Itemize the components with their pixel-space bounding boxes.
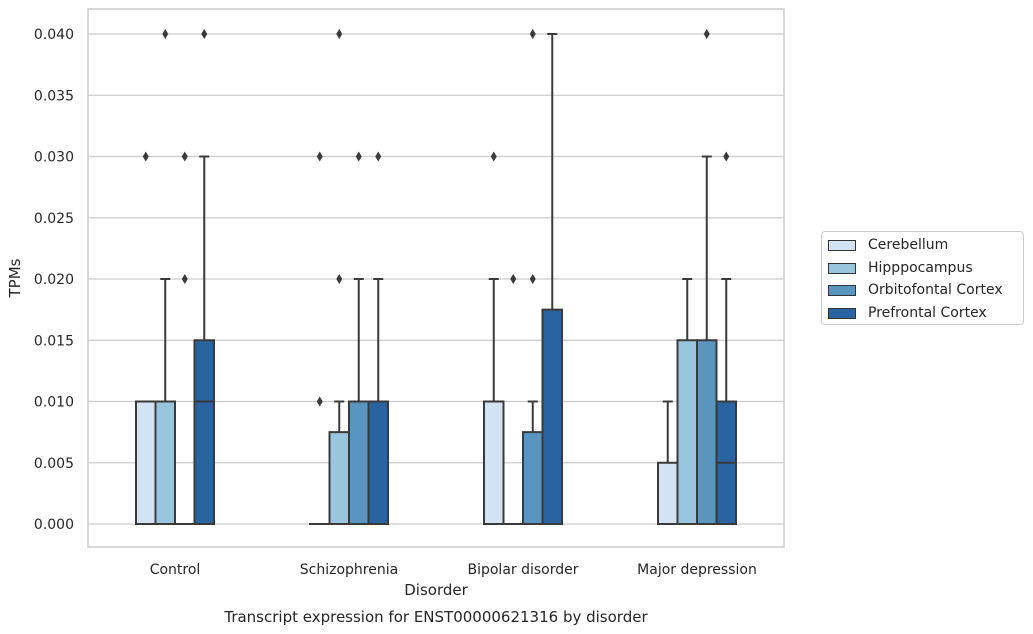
- chart-title: Transcript expression for ENST0000062131…: [223, 608, 648, 626]
- outlier-point: [336, 274, 343, 284]
- box-3-2: [541, 33, 563, 525]
- box-0-2: [483, 151, 505, 525]
- legend-swatch: [828, 262, 856, 274]
- legend-label: Prefrontal Cortex: [868, 305, 987, 321]
- y-tick-label: 0.025: [34, 211, 74, 227]
- outlier-point: [529, 274, 536, 284]
- box-rect: [696, 339, 718, 525]
- y-tick-label: 0.030: [34, 150, 74, 166]
- legend: Cerebellum Hipppocampus Orbitofontal Cor…: [821, 231, 1024, 325]
- outlier-point: [181, 151, 188, 162]
- outlier-point: [723, 151, 730, 162]
- outlier-point: [181, 274, 188, 284]
- outlier-point: [490, 151, 497, 162]
- outlier-point: [142, 151, 149, 162]
- y-tick-label: 0.005: [34, 456, 74, 472]
- legend-label: Cerebellum: [868, 237, 949, 253]
- outlier-point: [316, 396, 323, 407]
- box-rect: [541, 308, 563, 525]
- box-rect: [676, 339, 698, 525]
- x-tick-label: Bipolar disorder: [467, 562, 578, 578]
- boxes: [135, 29, 737, 526]
- legend-swatch: [828, 307, 856, 319]
- box-rect: [193, 339, 215, 525]
- outlier-point: [201, 29, 208, 39]
- x-tick-label: Schizophrenia: [300, 562, 398, 578]
- y-tick-label: 0.015: [34, 333, 74, 349]
- y-tick-label: 0.040: [34, 27, 74, 43]
- box-3-0: [193, 29, 215, 525]
- outlier-point: [510, 274, 517, 284]
- box-3-1: [367, 151, 389, 525]
- box-2-0: [174, 151, 196, 526]
- x-tick-label: Control: [150, 562, 201, 578]
- y-tick-label: 0.035: [34, 88, 74, 104]
- legend-item-hippocampus: Hipppocampus: [828, 259, 973, 277]
- legend-item-orbitofrontal-cortex: Orbitofontal Cortex: [828, 281, 1003, 299]
- x-tick-labels: Control Schizophrenia Bipolar disorder Majo…: [150, 562, 757, 578]
- legend-label: Orbitofontal Cortex: [868, 282, 1003, 298]
- outlier-point: [375, 151, 382, 162]
- box-rect: [522, 431, 544, 525]
- outlier-point: [355, 151, 362, 162]
- box-rect: [135, 400, 157, 525]
- legend-swatch: [828, 239, 856, 251]
- outlier-point: [529, 29, 536, 39]
- y-axis-label: TPMs: [6, 258, 24, 298]
- box-1-0: [154, 29, 176, 525]
- x-tick-label: Major depression: [637, 562, 757, 578]
- outlier-point: [316, 151, 323, 162]
- y-tick-label: 0.020: [34, 272, 74, 288]
- box-3-3: [715, 151, 737, 525]
- legend-label: Hipppocampus: [868, 260, 973, 276]
- outlier-point: [336, 29, 343, 39]
- box-rect: [657, 461, 679, 525]
- legend-item-cerebellum: Cerebellum: [828, 236, 948, 254]
- y-tick-label: 0.000: [34, 517, 74, 533]
- x-axis-label: Disorder: [404, 581, 468, 599]
- y-tick-labels: 0.000 0.005 0.010 0.015 0.020 0.025 0.030 0.035…: [34, 27, 74, 533]
- box-rect: [348, 400, 370, 525]
- outlier-point: [703, 29, 710, 39]
- box-rect: [328, 431, 350, 525]
- box-2-1: [348, 151, 370, 525]
- legend-item-prefrontal-cortex: Prefrontal Cortex: [828, 304, 987, 322]
- y-tick-label: 0.010: [34, 395, 74, 411]
- outlier-point: [162, 29, 169, 39]
- box-rect: [483, 400, 505, 525]
- legend-swatch: [828, 284, 856, 296]
- box-rect: [367, 400, 389, 525]
- box-rect: [154, 400, 176, 525]
